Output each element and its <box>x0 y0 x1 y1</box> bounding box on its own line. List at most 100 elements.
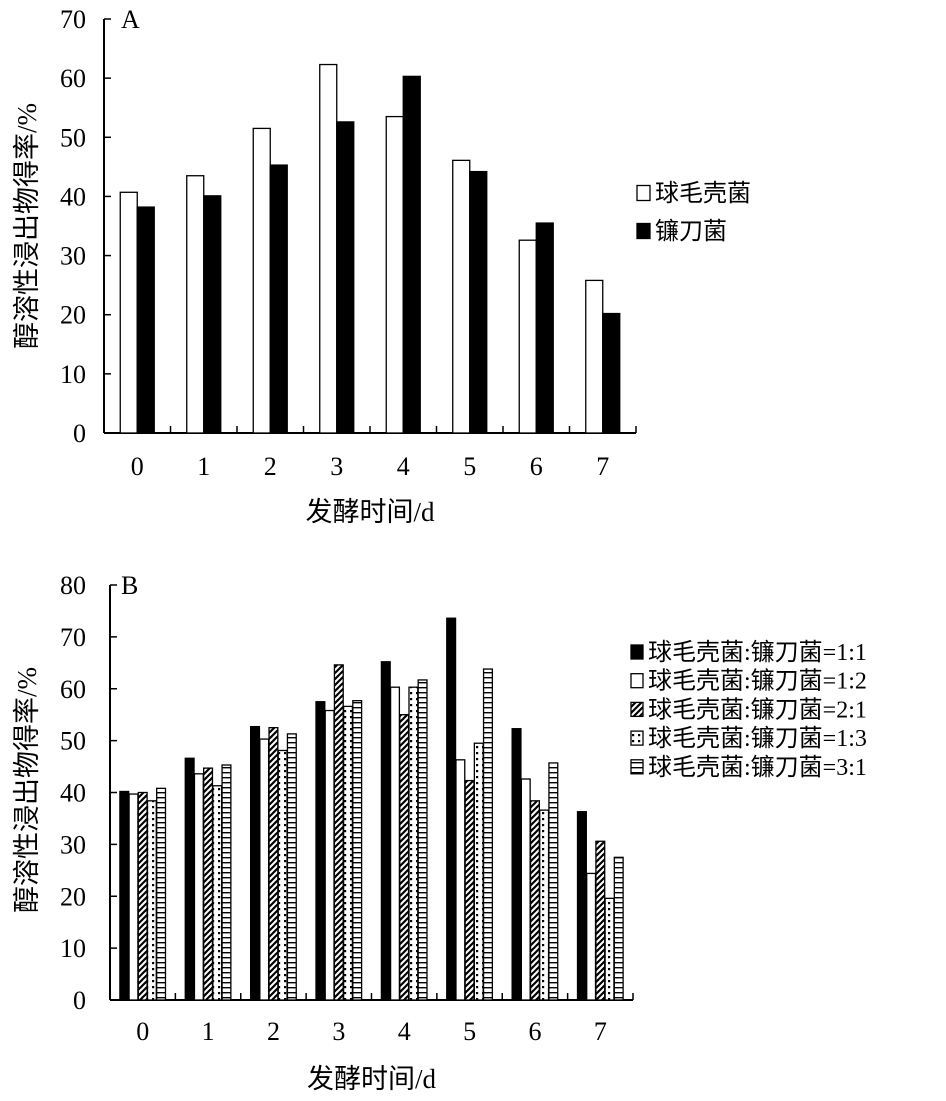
bar-4-7 <box>604 897 615 1001</box>
bar-5-6 <box>548 762 559 1001</box>
bar-1-7 <box>585 279 604 434</box>
y-tick-label: 70 <box>60 5 86 34</box>
bar-1-6 <box>518 239 537 434</box>
legend-swatch <box>630 701 644 718</box>
chart-panel-b: 0 10 20 30 40 50 60 70 80 0 1 2 3 4 5 6 7 B 醇溶性浸出物得率/% 发酵时间… <box>12 571 867 1094</box>
bar-3-5 <box>464 779 475 1001</box>
x-tick-label: 5 <box>463 452 476 481</box>
y-tick-label: 40 <box>60 182 86 211</box>
bar-2-0 <box>136 206 155 434</box>
x-axis-title: 发酵时间/d <box>305 497 435 527</box>
bar-1-5 <box>452 159 471 434</box>
x-tick-label: 0 <box>136 1017 149 1046</box>
bar-2-3 <box>324 709 335 1001</box>
bar-4-4 <box>408 686 419 1001</box>
x-tick-label: 1 <box>197 452 210 481</box>
bar-2-1 <box>203 195 222 434</box>
x-tick-label: 7 <box>596 452 609 481</box>
bar-2-5 <box>469 170 488 434</box>
legend-swatch <box>636 222 651 240</box>
bar-4-0 <box>146 800 157 1001</box>
y-tick-label: 0 <box>73 986 86 1015</box>
panel-label: A <box>121 5 140 34</box>
y-tick-label: 30 <box>60 830 86 859</box>
y-tick-label: 70 <box>60 623 86 652</box>
x-tick-label: 4 <box>397 452 410 481</box>
chart-panel-a: 0 10 20 30 40 50 60 70 0 1 2 3 4 5 6 7 A 醇溶性浸出物得率/% 发酵时间/d… <box>12 5 751 527</box>
bar-2-7 <box>586 872 597 1001</box>
legend-swatch <box>630 730 644 746</box>
bar-1-4 <box>380 661 391 1001</box>
bar-2-6 <box>535 222 554 434</box>
panel-label: B <box>121 571 138 600</box>
bar-5-3 <box>352 700 363 1001</box>
x-tick-label: 1 <box>202 1017 215 1046</box>
bar-2-4 <box>389 686 401 1001</box>
y-tick-label: 50 <box>60 123 86 152</box>
y-tick-label: 0 <box>73 419 86 448</box>
bar-1-1 <box>186 175 205 434</box>
bar-2-1 <box>193 773 204 1001</box>
y-tick-label: 60 <box>60 64 86 93</box>
bar-2-0 <box>128 793 139 1001</box>
y-axis-title: 醇溶性浸出物得率/% <box>12 103 42 349</box>
legend-swatch <box>630 673 644 689</box>
y-tick-label: 80 <box>60 571 86 600</box>
x-tick-label: 0 <box>131 452 144 481</box>
y-tick-label: 20 <box>60 882 86 911</box>
legend-label: 球毛壳菌:镰刀菌=1:1 <box>648 639 867 666</box>
bar-1-5 <box>446 617 457 1001</box>
bar-1-4 <box>385 115 404 434</box>
legend-label: 球毛壳菌:镰刀菌=2:1 <box>648 696 867 723</box>
bar-5-0 <box>156 787 167 1001</box>
x-axis-title: 发酵时间/d <box>307 1064 437 1094</box>
bar-1-6 <box>511 728 522 1001</box>
bar-1-2 <box>249 725 261 1001</box>
y-tick-label: 40 <box>60 779 86 808</box>
legend-swatch <box>636 184 651 202</box>
legend-label: 球毛壳菌:镰刀菌=1:3 <box>648 725 867 752</box>
x-tick-label: 3 <box>332 1017 345 1046</box>
y-tick-label: 30 <box>60 242 86 271</box>
x-tick-label: 5 <box>463 1017 476 1046</box>
x-tick-label: 2 <box>267 1017 280 1046</box>
bar-5-7 <box>613 856 624 1001</box>
bar-4-5 <box>473 742 484 1001</box>
bar-2-6 <box>520 778 531 1001</box>
bar-3-2 <box>268 727 279 1001</box>
bar-2-2 <box>259 738 270 1001</box>
bar-2-2 <box>269 164 288 434</box>
y-tick-label: 10 <box>60 360 86 389</box>
bar-1-2 <box>252 127 271 434</box>
bar-1-3 <box>319 63 338 434</box>
legend-label: 球毛壳菌:镰刀菌=3:1 <box>648 754 867 781</box>
y-tick-label: 50 <box>60 727 86 756</box>
bar-1-1 <box>184 757 195 1001</box>
bar-5-1 <box>221 764 232 1001</box>
legend-swatch <box>630 759 644 775</box>
bar-2-4 <box>402 75 421 434</box>
bar-3-1 <box>203 767 214 1001</box>
bar-2-5 <box>455 759 466 1001</box>
x-tick-label: 3 <box>330 452 343 481</box>
bar-5-5 <box>482 668 494 1001</box>
bar-3-3 <box>333 664 344 1001</box>
x-tick-label: 6 <box>528 1017 541 1046</box>
legend-label: 镰刀菌 <box>655 218 727 245</box>
legend: 球毛壳菌:镰刀菌=1:1球毛壳菌:镰刀菌=1:2球毛壳菌:镰刀菌=2:1球毛壳菌… <box>630 639 867 781</box>
legend-swatch <box>630 644 644 660</box>
bar-5-4 <box>417 679 428 1001</box>
bar-3-6 <box>529 800 540 1001</box>
bar-5-2 <box>286 733 297 1001</box>
x-tick-label: 6 <box>530 452 543 481</box>
bar-2-7 <box>602 312 621 434</box>
bar-1-0 <box>119 191 138 434</box>
y-tick-label: 20 <box>60 301 86 330</box>
y-tick-label: 10 <box>60 934 86 963</box>
bar-1-3 <box>315 701 326 1001</box>
x-tick-label: 4 <box>398 1017 411 1046</box>
bar-3-0 <box>137 791 148 1001</box>
y-tick-label: 60 <box>60 675 86 704</box>
